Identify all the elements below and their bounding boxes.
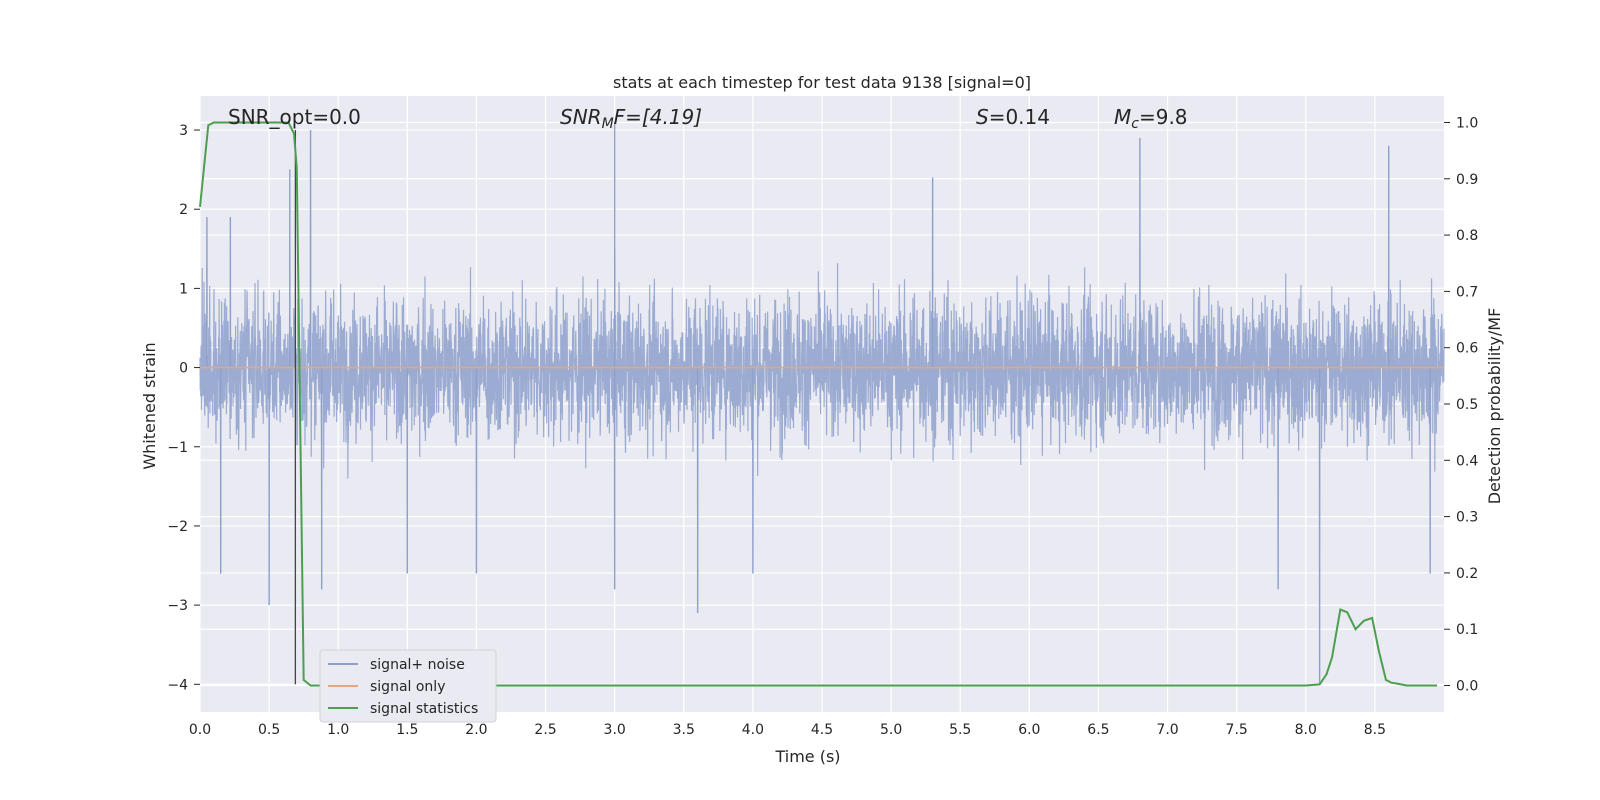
y2-tick-label: 0.0 <box>1456 679 1478 695</box>
x-tick-label: 4.0 <box>742 722 764 738</box>
x-tick-label: 5.5 <box>949 722 971 738</box>
y-tick-label: 1 <box>179 281 188 297</box>
y2-tick-label: 0.9 <box>1456 172 1478 188</box>
annotation-mc-symbol: M <box>1114 105 1131 129</box>
y2-tick-label: 0.7 <box>1456 284 1478 300</box>
y2-tick-label: 1.0 <box>1456 115 1478 131</box>
x-tick-label: 3.0 <box>604 722 626 738</box>
x-tick-label: 7.0 <box>1156 722 1178 738</box>
y2-tick-label: 0.5 <box>1456 397 1478 413</box>
annotation-s: S=0.14 <box>976 105 1050 129</box>
y2-axis-label: Detection probability/MF <box>1485 308 1504 505</box>
y2-tick-label: 0.8 <box>1456 228 1478 244</box>
annotation-s-symbol: S <box>976 105 989 129</box>
y-tick-label: −2 <box>167 519 188 535</box>
series-signal-statistics-line <box>199 121 1438 687</box>
legend: signal+ noise signal only signal statist… <box>319 649 497 723</box>
x-tick-label: 0.0 <box>189 722 211 738</box>
y-tick-label: −1 <box>167 440 188 456</box>
y-tick-labels: 3 2 1 0 −1 −2 −3 −4 <box>167 123 200 693</box>
x-tick-label: 1.5 <box>396 722 418 738</box>
x-tick-label: 2.0 <box>465 722 487 738</box>
x-tick-label: 7.5 <box>1226 722 1248 738</box>
y2-tick-label: 0.1 <box>1456 622 1478 638</box>
series-lines <box>199 121 1444 687</box>
y-axis-label: Whitened strain <box>140 342 159 469</box>
annotation-mc-value: =9.8 <box>1139 105 1188 129</box>
annotation-snr-mf: SNRMF=[4.19] <box>560 105 702 132</box>
x-tick-label: 8.0 <box>1295 722 1317 738</box>
y-tick-label: −4 <box>167 677 188 693</box>
annotation-snr-mf-subscript: M <box>602 116 614 132</box>
y2-tick-label: 0.6 <box>1456 341 1478 357</box>
x-tick-label: 6.5 <box>1087 722 1109 738</box>
chart-title: stats at each timestep for test data 913… <box>613 73 1031 92</box>
annotation-snr-mf-symbol: SNR <box>560 105 602 129</box>
x-tick-label: 0.5 <box>258 722 280 738</box>
y-tick-label: 2 <box>179 202 188 218</box>
y2-tick-labels: 1.0 0.9 0.8 0.7 0.6 0.5 0.4 0.3 0.2 0.1 0.0 <box>1444 115 1478 695</box>
y-tick-label: −3 <box>167 598 188 614</box>
x-tick-label: 8.5 <box>1364 722 1386 738</box>
x-tick-label: 4.5 <box>811 722 833 738</box>
x-tick-labels: 0.0 0.5 1.0 1.5 2.0 2.5 3.0 3.5 4.0 4.5 5.0 5.5 6.0 6… <box>189 722 1386 738</box>
annotation-mc: Mc=9.8 <box>1114 105 1188 132</box>
x-tick-label: 2.5 <box>534 722 556 738</box>
annotation-s-value: =0.14 <box>989 105 1050 129</box>
x-tick-label: 5.0 <box>880 722 902 738</box>
legend-box <box>319 649 497 723</box>
y2-tick-label: 0.2 <box>1456 566 1478 582</box>
x-axis-label: Time (s) <box>774 747 840 766</box>
legend-label-signal-statistics: signal statistics <box>370 701 478 717</box>
series-signal-noise <box>199 122 1445 685</box>
annotation-snr-opt: SNR_opt=0.0 <box>228 105 361 129</box>
legend-label-signal-only: signal only <box>370 679 445 695</box>
annotation-mc-subscript: c <box>1131 116 1139 132</box>
y-tick-label: 0 <box>179 361 188 377</box>
y2-tick-label: 0.4 <box>1456 453 1478 469</box>
x-tick-label: 6.0 <box>1018 722 1040 738</box>
annotation-snr-mf-value: F=[4.19] <box>614 105 702 129</box>
x-tick-label: 1.0 <box>327 722 349 738</box>
x-tick-label: 3.5 <box>673 722 695 738</box>
y2-tick-label: 0.3 <box>1456 510 1478 526</box>
legend-label-signal-noise: signal+ noise <box>370 657 465 673</box>
y-tick-label: 3 <box>179 123 188 139</box>
